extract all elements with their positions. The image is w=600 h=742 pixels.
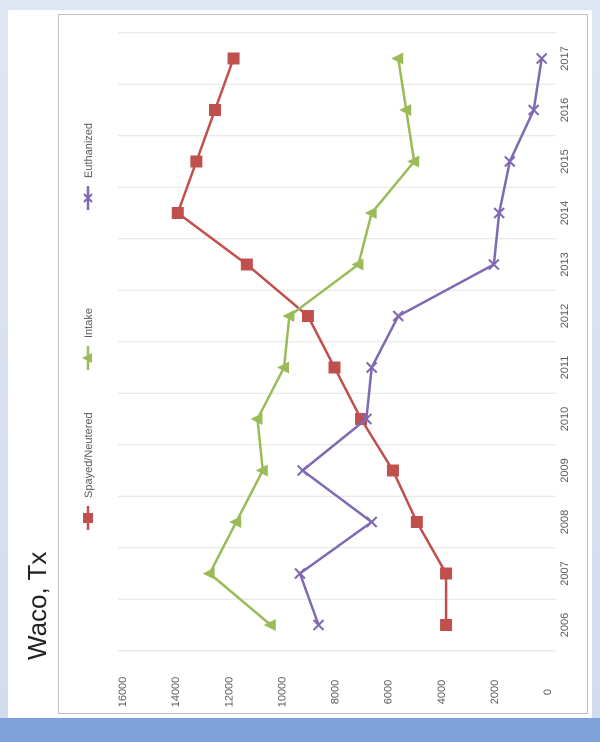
legend-label: Spayed/Neutered [83,412,95,498]
data-point [528,104,540,116]
data-point [312,619,325,631]
data-point [171,207,184,219]
x-tick-label: 2017 [559,46,571,70]
chart-area-border [58,14,588,714]
y-tick-label: 4000 [436,680,448,704]
data-point [277,361,290,374]
data-point [240,258,253,271]
data-point [208,104,221,116]
y-tick-label: 16000 [117,677,129,708]
data-point [263,619,276,631]
data-point [391,52,404,65]
chart-title: Waco, Tx [22,552,52,660]
data-point [227,52,240,65]
x-tick-label: 2011 [559,356,571,380]
data-point [301,310,314,322]
x-tick-label: 2008 [559,510,571,534]
x-tick-label: 2010 [559,407,571,431]
data-point [360,413,373,425]
x-tick-label: 2012 [559,304,571,328]
data-point [250,413,263,425]
series-line [176,58,448,625]
y-tick-label: 6000 [383,680,395,704]
y-tick-label: 0 [542,689,554,695]
y-tick-label: 14000 [170,677,182,708]
y-tick-label: 10000 [276,677,288,708]
data-point [407,155,420,168]
x-tick-label: 2015 [559,149,571,173]
data-point [440,567,453,580]
data-point [296,464,309,477]
data-point [410,516,423,528]
legend-marker [82,353,92,363]
data-point [351,258,364,271]
data-point [392,310,404,322]
series-line [208,58,416,626]
x-tick-label: 2007 [559,561,571,585]
legend-label: Intake [83,308,95,338]
legend-label: Euthanized [83,123,95,178]
data-point [190,155,203,168]
data-point [440,619,453,631]
data-point [399,104,412,116]
x-tick-label: 2006 [559,613,571,637]
data-point [229,516,242,528]
y-tick-label: 8000 [330,680,342,704]
series-line [298,58,543,626]
y-tick-label: 2000 [489,680,501,704]
data-point [255,464,268,477]
x-tick-label: 2014 [559,201,571,225]
data-point [493,207,505,219]
y-tick-label: 12000 [223,677,235,708]
data-point [202,567,215,580]
bottom-band [0,718,600,742]
data-point [504,155,516,168]
legend-marker [83,513,93,523]
data-point [364,207,377,219]
x-tick-label: 2013 [559,252,571,276]
data-point [488,258,500,271]
legend-marker [83,193,93,203]
x-tick-label: 2009 [559,458,571,482]
data-point [365,516,378,528]
data-point [282,310,295,322]
data-point [365,361,378,374]
data-point [328,361,341,374]
x-tick-label: 2016 [559,98,571,122]
data-point [294,567,306,580]
data-point [386,464,399,477]
data-point [535,52,548,65]
